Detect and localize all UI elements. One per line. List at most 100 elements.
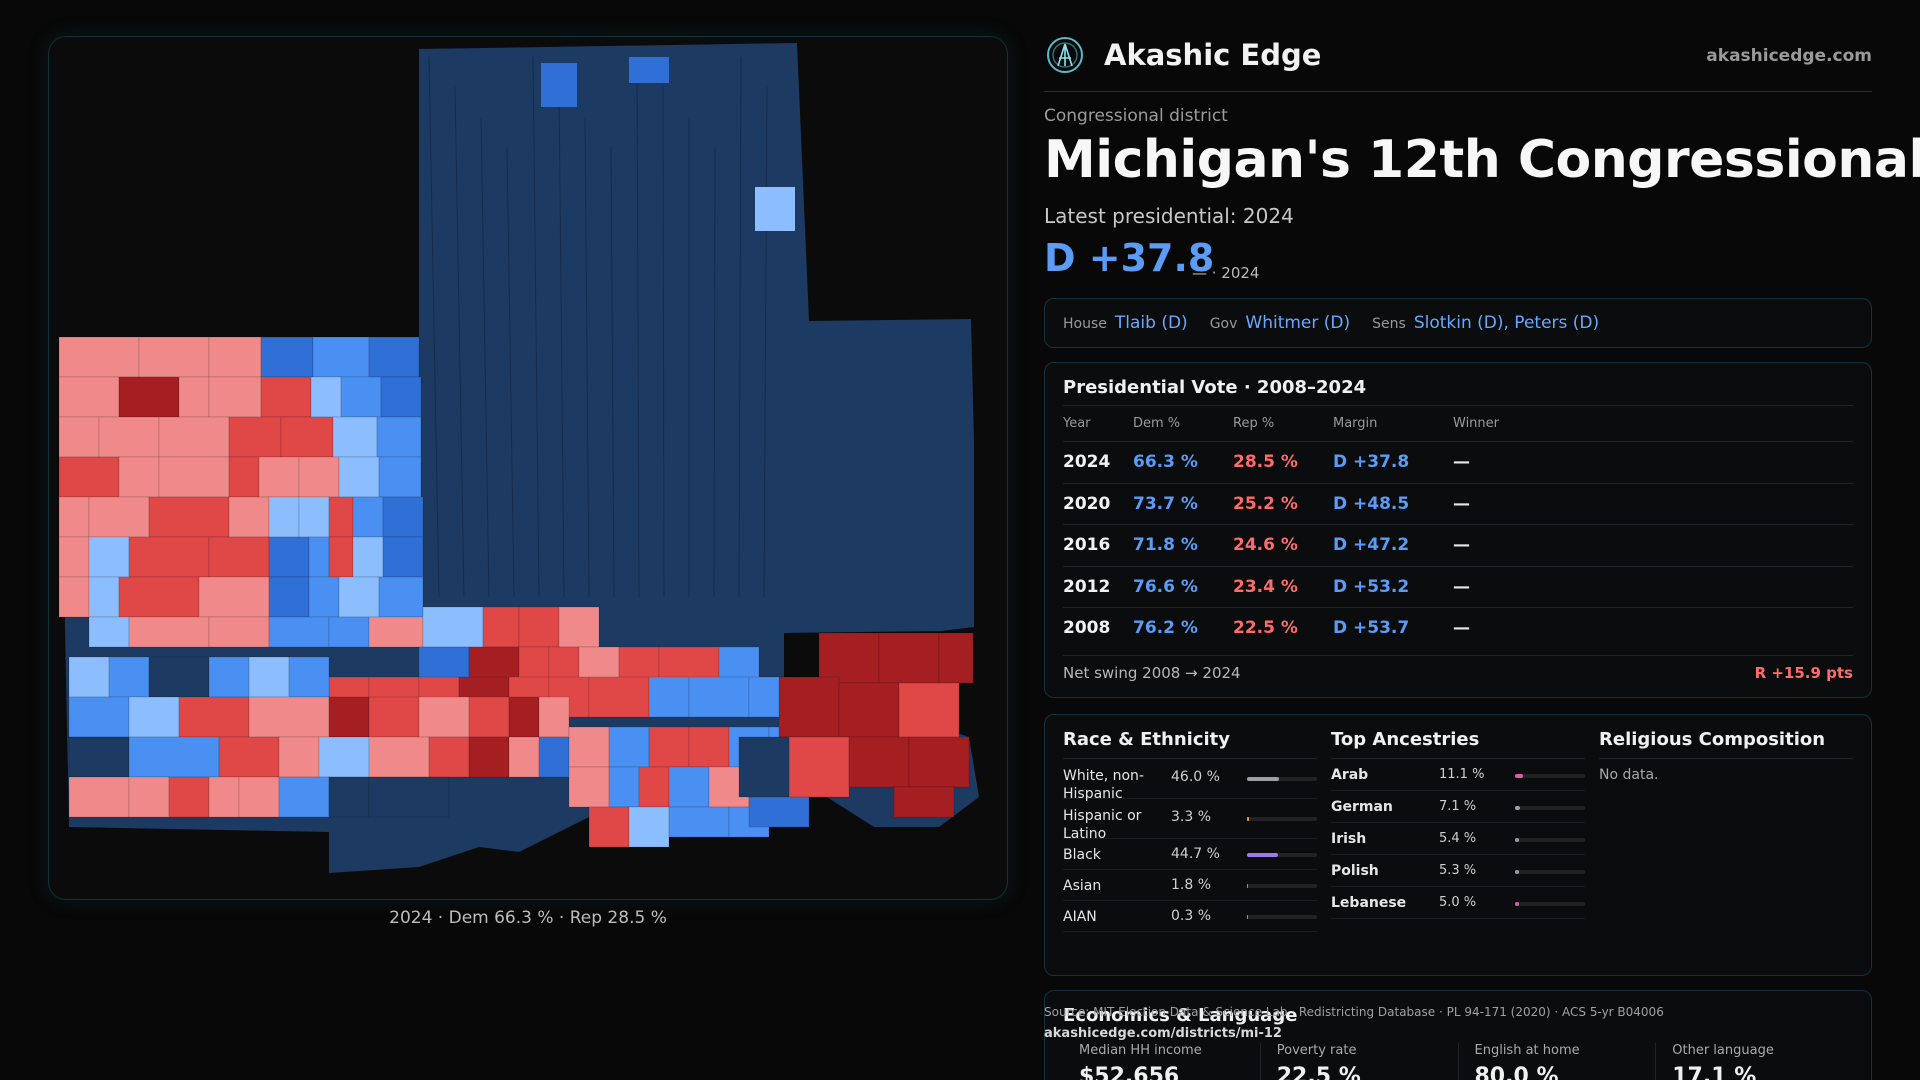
precinct[interactable] [108,656,150,698]
precinct[interactable] [482,606,520,648]
house-rep-link[interactable]: Tlaib (D) [1114,313,1188,333]
precinct[interactable] [158,456,230,498]
precinct[interactable] [228,496,270,538]
precinct[interactable] [208,376,262,418]
precinct[interactable] [288,656,330,698]
precinct[interactable] [338,576,380,618]
precinct[interactable] [148,656,210,698]
precinct[interactable] [128,536,210,578]
precinct[interactable] [118,376,180,418]
precinct[interactable] [508,696,540,738]
precinct[interactable] [352,536,384,578]
precinct[interactable] [568,766,610,808]
precinct[interactable] [638,766,670,808]
precinct[interactable] [338,456,380,498]
precinct[interactable] [538,696,570,738]
precinct[interactable] [308,576,340,618]
precinct[interactable] [280,416,334,458]
precinct[interactable] [118,576,200,618]
precinct[interactable] [738,736,790,798]
precinct[interactable] [128,616,210,648]
precinct[interactable] [332,416,378,458]
precinct[interactable] [268,536,310,578]
precinct[interactable] [629,57,669,83]
akashic-logo-icon[interactable] [1046,36,1084,74]
precinct[interactable] [538,736,570,778]
senators-link[interactable]: Slotkin (D), Peters (D) [1413,313,1600,333]
precinct[interactable] [648,676,690,718]
precinct[interactable] [238,776,280,818]
source-url-link[interactable]: akashicedge.com/districts/mi-12 [1044,1026,1282,1041]
brand-name[interactable]: Akashic Edge [1104,38,1322,72]
precinct[interactable] [248,696,330,738]
precinct[interactable] [818,632,880,684]
precinct[interactable] [58,456,120,498]
table-row[interactable]: 2020 73.7 % 25.2 % D +48.5 — [1063,482,1853,525]
precinct[interactable] [368,336,420,378]
precinct[interactable] [58,336,140,378]
precinct[interactable] [298,456,340,498]
precinct[interactable] [128,696,180,738]
brand-site-link[interactable]: akashicedge.com [1706,46,1872,66]
precinct[interactable] [368,776,450,818]
precinct[interactable] [778,676,840,738]
precinct[interactable] [178,376,210,418]
precinct[interactable] [198,576,270,618]
precinct-map-svg[interactable] [49,37,1008,900]
precinct[interactable] [422,606,484,648]
precinct[interactable] [88,576,120,618]
precinct[interactable] [278,736,320,778]
precinct[interactable] [668,766,710,808]
precinct[interactable] [208,656,250,698]
precinct-layer[interactable] [58,43,979,873]
precinct[interactable] [260,376,312,418]
precinct[interactable] [938,632,974,684]
precinct[interactable] [378,456,422,498]
precinct[interactable] [898,682,960,738]
precinct[interactable] [688,726,730,768]
precinct[interactable] [308,536,330,578]
precinct[interactable] [558,606,600,648]
precinct[interactable] [893,786,955,818]
precinct[interactable] [312,336,370,378]
precinct[interactable] [848,736,910,788]
precinct[interactable] [340,376,382,418]
precinct[interactable] [328,776,370,818]
precinct[interactable] [788,736,850,798]
precinct[interactable] [382,496,424,538]
precinct[interactable] [128,776,170,818]
precinct[interactable] [908,736,970,788]
precinct[interactable] [328,616,370,648]
precinct[interactable] [138,336,210,378]
precinct[interactable] [258,456,300,498]
precinct[interactable] [608,726,650,768]
precinct[interactable] [648,726,690,768]
precinct[interactable] [260,336,314,378]
precinct[interactable] [208,776,240,818]
precinct[interactable] [208,616,270,648]
precinct[interactable] [468,736,510,778]
precinct[interactable] [588,806,630,848]
precinct[interactable] [368,616,424,648]
precinct[interactable] [268,616,330,648]
precinct[interactable] [218,736,280,778]
precinct[interactable] [376,416,422,458]
precinct[interactable] [58,536,90,578]
precinct[interactable] [268,576,310,618]
precinct[interactable] [58,376,120,418]
precinct[interactable] [428,736,470,778]
table-row[interactable]: 2024 66.3 % 28.5 % D +37.8 — [1063,441,1853,483]
precinct[interactable] [468,696,510,738]
precinct[interactable] [568,726,610,768]
precinct[interactable] [128,736,220,778]
precinct[interactable] [418,696,470,738]
precinct[interactable] [518,606,560,648]
precinct[interactable] [838,682,900,738]
precinct[interactable] [58,416,100,458]
precinct[interactable] [328,536,354,578]
precinct[interactable] [148,496,230,538]
precinct[interactable] [668,806,730,838]
precinct[interactable] [688,676,750,718]
precinct[interactable] [98,416,160,458]
precinct[interactable] [88,496,150,538]
